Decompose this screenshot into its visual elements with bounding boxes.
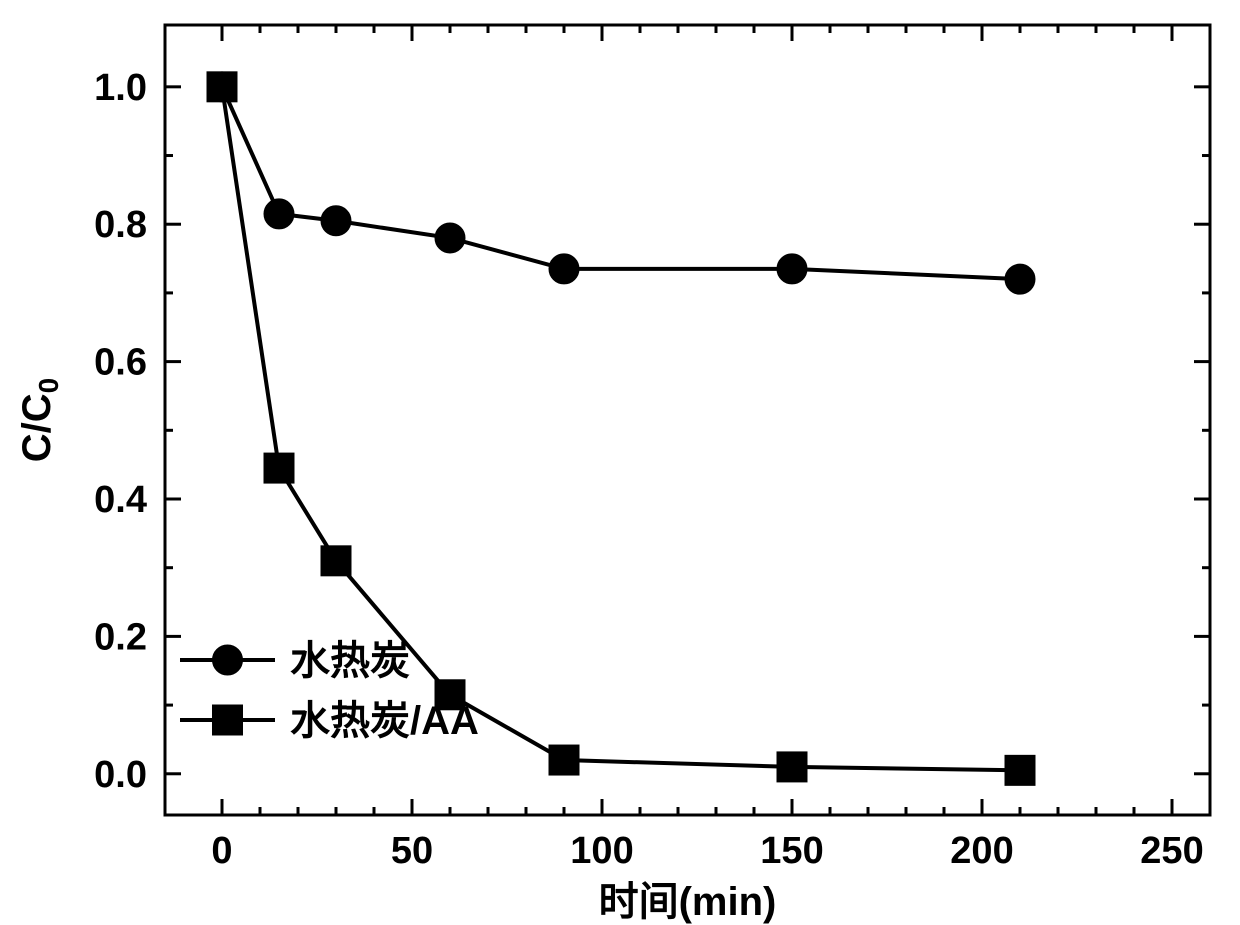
marker-hydrochar-aa xyxy=(549,745,579,775)
x-tick-label: 250 xyxy=(1140,830,1203,872)
legend-label-hydrochar-aa: 水热炭/AA xyxy=(290,699,479,743)
x-tick-label: 150 xyxy=(760,830,823,872)
marker-hydrochar xyxy=(264,199,294,229)
marker-hydrochar xyxy=(321,206,351,236)
y-tick-label: 0.8 xyxy=(94,204,147,246)
chart-container: 0 50 100 150 200 250 0.0 0.2 0.4 0.6 0.8 1.0 时间(min)… xyxy=(0,0,1240,925)
x-tick-label: 50 xyxy=(391,830,433,872)
marker-hydrochar xyxy=(1005,264,1035,294)
marker-hydrochar xyxy=(549,254,579,284)
x-tick-label: 100 xyxy=(570,830,633,872)
marker-hydrochar xyxy=(435,223,465,253)
marker-hydrochar-aa xyxy=(264,453,294,483)
x-tick-label: 0 xyxy=(211,830,232,872)
y-tick-label: 0.2 xyxy=(94,616,147,658)
legend-marker-hydrochar xyxy=(213,645,243,675)
y-tick-label: 1.0 xyxy=(94,67,147,109)
degradation-chart: 0 50 100 150 200 250 0.0 0.2 0.4 0.6 0.8 1.0 时间(min)… xyxy=(0,0,1240,925)
marker-hydrochar-aa xyxy=(207,72,237,102)
y-tick-label: 0.4 xyxy=(94,479,147,521)
legend-label-hydrochar: 水热炭 xyxy=(290,639,410,683)
marker-hydrochar xyxy=(777,254,807,284)
legend-marker-hydrochar-aa xyxy=(213,705,243,735)
chart-background xyxy=(0,0,1240,925)
marker-hydrochar-aa xyxy=(321,546,351,576)
x-tick-label: 200 xyxy=(950,830,1013,872)
x-axis-label: 时间(min) xyxy=(599,880,777,924)
marker-hydrochar-aa xyxy=(1005,755,1035,785)
y-tick-label: 0.0 xyxy=(94,754,147,796)
marker-hydrochar-aa xyxy=(777,752,807,782)
y-tick-label: 0.6 xyxy=(94,342,147,384)
